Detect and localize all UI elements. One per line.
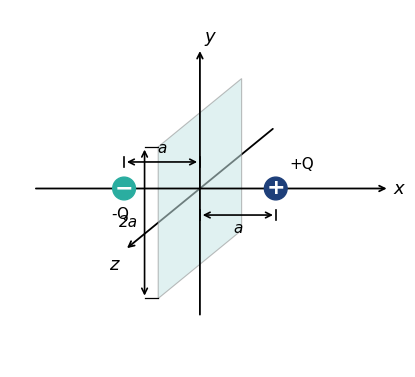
Text: x: x xyxy=(393,179,404,198)
Circle shape xyxy=(113,177,135,200)
Text: y: y xyxy=(205,28,215,46)
Polygon shape xyxy=(158,78,242,299)
Text: a: a xyxy=(157,141,167,156)
Text: +Q: +Q xyxy=(289,157,314,172)
Circle shape xyxy=(264,177,287,200)
Text: +: + xyxy=(266,178,285,199)
Text: a: a xyxy=(233,221,242,236)
Text: −: − xyxy=(115,178,133,199)
Text: z: z xyxy=(109,256,119,274)
Text: -Q: -Q xyxy=(111,207,129,222)
Text: 2a: 2a xyxy=(120,215,139,230)
